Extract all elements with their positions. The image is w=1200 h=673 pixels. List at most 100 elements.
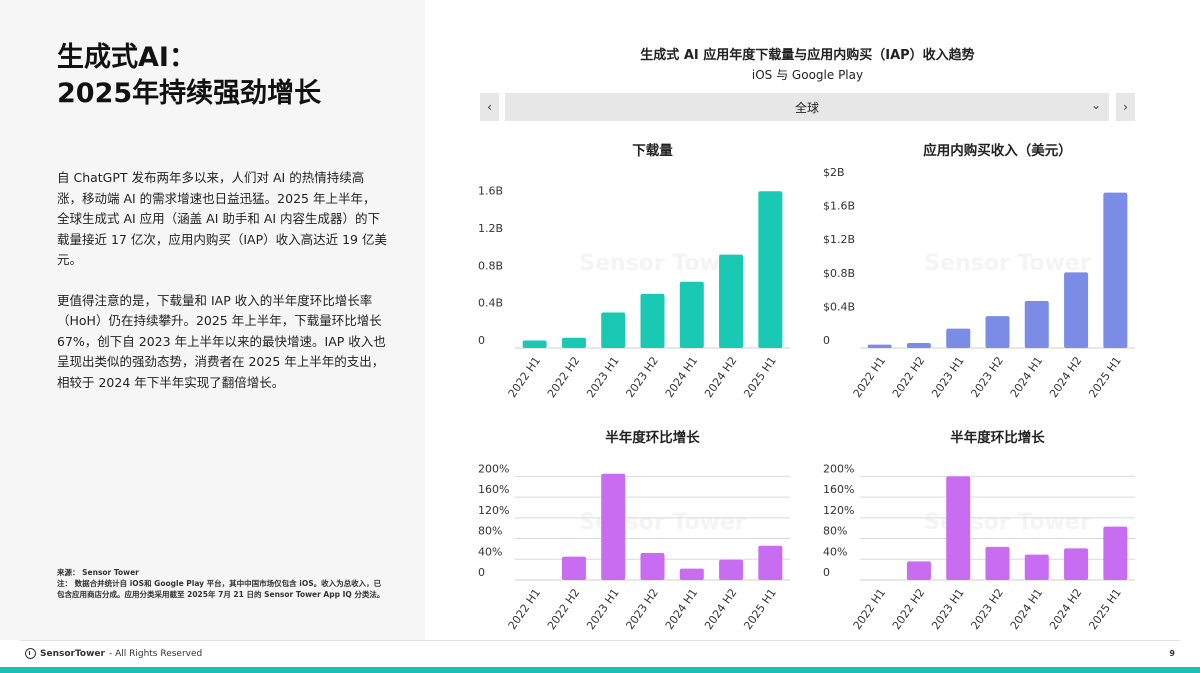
x-tick-label: 2023 H1 [929, 586, 966, 632]
footer-brand: SensorTower [40, 648, 105, 659]
region-select-value: 全球 [794, 100, 819, 115]
downloads-hoh-chart: Sensor Tower半年度环比增长040%80%120%160%200%20… [478, 429, 790, 632]
x-tick-label: 2024 H1 [663, 354, 700, 400]
bar [1024, 554, 1049, 580]
y-tick-label: 0 [478, 334, 485, 347]
region-select[interactable]: 全球 ⌄ [505, 93, 1109, 121]
x-tick-label: 2024 H2 [1047, 586, 1084, 632]
bar [758, 191, 783, 348]
x-tick-label: 2023 H2 [968, 354, 1005, 400]
body-text: 自 ChatGPT 发布两年多以来，人们对 AI 的热情持续高涨，移动端 AI … [57, 168, 387, 413]
y-tick-label: 40% [823, 545, 847, 558]
bar [561, 556, 586, 580]
y-tick-label: 0 [823, 334, 830, 347]
y-tick-label: 0.4B [478, 297, 503, 310]
y-tick-label: 120% [478, 504, 509, 517]
x-tick-label: 2022 H1 [851, 354, 888, 400]
page-number: 9 [1169, 649, 1175, 658]
bar [946, 328, 971, 348]
bar [946, 476, 971, 580]
y-tick-label: 160% [823, 483, 854, 496]
x-tick-label: 2025 H1 [741, 586, 778, 632]
bar [1064, 548, 1089, 580]
x-tick-label: 2023 H1 [929, 354, 966, 400]
bar [601, 473, 626, 580]
x-tick-label: 2022 H1 [851, 586, 888, 632]
y-tick-label: 0 [823, 566, 830, 579]
y-tick-label: $2B [823, 166, 845, 179]
body-paragraph-1: 自 ChatGPT 发布两年多以来，人们对 AI 的热情持续高涨，移动端 AI … [57, 170, 387, 267]
bar [985, 316, 1010, 348]
bar [719, 254, 744, 348]
x-tick-label: 2022 H2 [890, 586, 927, 632]
iap-revenue-chart: Sensor Tower 应用内购买收入（美元） 0 $0.4B $0.8B $1.2B $… [823, 142, 1135, 400]
y-tick-label: 80% [823, 525, 847, 538]
footnote-source: 来源： Sensor Tower [57, 568, 139, 577]
y-tick-label: 1.6B [478, 185, 503, 198]
bar [719, 559, 744, 580]
y-tick-label: 200% [823, 462, 854, 475]
y-tick-label: 200% [478, 462, 509, 475]
bar [640, 293, 665, 348]
left-panel [0, 0, 425, 640]
bar [906, 561, 931, 580]
x-tick-label: 2023 H1 [584, 354, 621, 400]
bar [1064, 272, 1089, 348]
next-button[interactable]: › [1116, 93, 1135, 121]
y-tick-label: 1.2B [478, 222, 503, 235]
y-tick-label: 80% [478, 525, 502, 538]
chevron-right-icon: › [1123, 100, 1128, 114]
footer: SensorTower - All Rights Reserved 9 [0, 640, 1200, 673]
y-tick-label: 0.8B [478, 259, 503, 272]
y-tick-label: $1.2B [823, 233, 855, 246]
x-tick-label: 2025 H1 [1086, 586, 1123, 632]
bar [561, 337, 586, 348]
bar [522, 340, 547, 348]
bar [1103, 526, 1128, 580]
watermark: Sensor Tower [579, 251, 746, 276]
footer-rights: - All Rights Reserved [108, 648, 203, 659]
slide-title: 生成式AI： 2025年持续强劲增长 [57, 40, 397, 112]
bar [867, 344, 892, 348]
x-tick-label: 2024 H2 [702, 586, 739, 632]
chart-title: 半年度环比增长 [605, 429, 700, 446]
x-tick-label: 2024 H2 [1047, 354, 1084, 400]
slide-title-line1: 生成式AI： [57, 42, 196, 73]
bar [640, 553, 665, 580]
chart-title: 下载量 [632, 142, 673, 159]
bar [679, 281, 704, 348]
chart-title: 半年度环比增长 [950, 429, 1045, 446]
y-tick-label: $0.8B [823, 267, 855, 280]
x-tick-label: 2023 H2 [623, 354, 660, 400]
x-tick-label: 2022 H2 [545, 586, 582, 632]
body-paragraph-2: 更值得注意的是，下载量和 IAP 收入的半年度环比增长率（HoH）仍在持续攀升。… [57, 292, 386, 390]
y-tick-label: $1.6B [823, 200, 855, 213]
footer-divider [20, 640, 1180, 641]
x-tick-label: 2024 H1 [1008, 586, 1045, 632]
x-tick-label: 2022 H1 [506, 586, 543, 632]
bar [758, 545, 783, 580]
bar [1024, 300, 1049, 348]
x-tick-label: 2022 H2 [890, 354, 927, 400]
y-tick-label: 120% [823, 504, 854, 517]
x-tick-label: 2023 H2 [623, 586, 660, 632]
iap-hoh-chart: Sensor Tower半年度环比增长040%80%120%160%200%20… [823, 429, 1135, 632]
chevron-down-icon: ⌄ [1090, 98, 1101, 112]
bar [679, 568, 704, 580]
x-tick-label: 2022 H2 [545, 354, 582, 400]
y-tick-label: 0 [478, 566, 485, 579]
dashboard-title: 生成式 AI 应用年度下载量与应用内购买（IAP）收入趋势 [640, 48, 975, 63]
x-tick-label: 2022 H1 [506, 354, 543, 400]
bar [906, 342, 931, 348]
dashboard-subtitle: iOS 与 Google Play [751, 68, 864, 82]
previous-button[interactable]: ‹ [480, 93, 499, 121]
sensor-tower-logo-icon [25, 648, 36, 659]
bar [601, 312, 626, 348]
y-tick-label: $0.4B [823, 300, 855, 313]
x-tick-label: 2023 H2 [968, 586, 1005, 632]
chevron-left-icon: ‹ [487, 100, 492, 114]
footnote-note: 注： 数据合并统计自 iOS和 Google Play 平台，其中中国市场仅包含… [57, 579, 385, 599]
x-tick-label: 2023 H1 [584, 586, 621, 632]
watermark: Sensor Tower [924, 251, 1091, 276]
